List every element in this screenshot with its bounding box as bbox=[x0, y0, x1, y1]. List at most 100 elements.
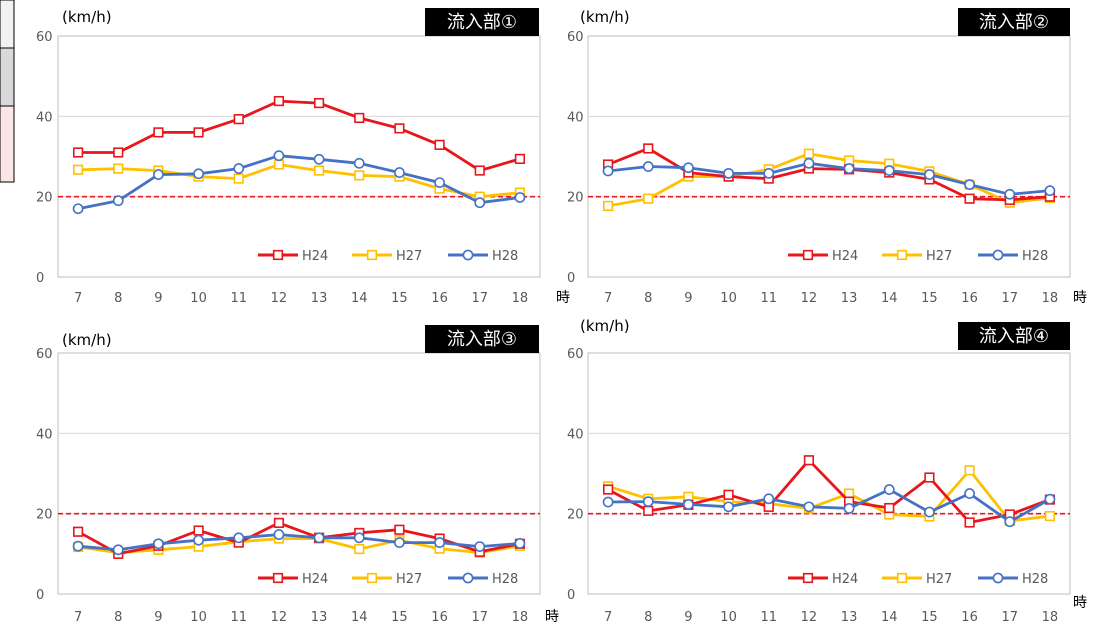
chart-panel-3: 02040607 8 9 10 11 12 13 14 15 16 17 18 時(km/h) 流入部③H… bbox=[36, 325, 559, 625]
x-tick-label-11: 11 bbox=[760, 291, 777, 306]
series-line-H27 bbox=[78, 165, 520, 197]
series-H24 bbox=[604, 144, 1054, 204]
data-point-H28-10 bbox=[194, 169, 203, 178]
data-point-H28-7 bbox=[603, 166, 612, 175]
x-tick-label-7: 7 bbox=[74, 291, 82, 306]
table-cell-middle bbox=[0, 48, 14, 106]
x-tick-label-13: 13 bbox=[841, 291, 858, 306]
data-point-H28-18 bbox=[1045, 495, 1054, 504]
x-tick-label-8: 8 bbox=[644, 291, 652, 306]
data-point-H27-12 bbox=[805, 149, 814, 158]
chart-panel-2: 02040607 8 9 10 11 12 13 14 15 16 17 18 時(km/h) 流入部②H… bbox=[567, 8, 1087, 306]
x-tick-label-15: 15 bbox=[921, 610, 938, 625]
data-point-H28-18 bbox=[1045, 186, 1054, 195]
chart-title: 流入部④ bbox=[979, 326, 1049, 347]
data-point-H28-16 bbox=[965, 180, 974, 189]
x-tick-label-17: 17 bbox=[471, 610, 488, 625]
data-point-H28-11 bbox=[764, 494, 773, 503]
legend-label-H27: H27 bbox=[926, 572, 952, 587]
series-H24 bbox=[74, 97, 524, 175]
data-point-H28-15 bbox=[395, 168, 404, 177]
x-tick-label-18: 18 bbox=[512, 610, 529, 625]
data-point-H28-14 bbox=[355, 533, 364, 542]
x-tick-label-17: 17 bbox=[471, 291, 488, 306]
legend-label-H24: H24 bbox=[302, 572, 328, 587]
data-point-H28-10 bbox=[724, 169, 733, 178]
legend-marker-H24 bbox=[274, 251, 283, 260]
legend-label-H24: H24 bbox=[832, 249, 858, 264]
data-point-H24-15 bbox=[395, 124, 404, 133]
legend-marker-H24 bbox=[804, 251, 813, 260]
x-tick-label-7: 7 bbox=[604, 610, 612, 625]
x-axis-unit: 時 bbox=[556, 290, 570, 306]
legend-label-H28: H28 bbox=[1022, 572, 1048, 587]
data-point-H24-12 bbox=[805, 456, 814, 465]
x-tick-label-9: 9 bbox=[154, 610, 162, 625]
data-point-H28-15 bbox=[925, 507, 934, 516]
table-cell-top bbox=[0, 0, 14, 48]
data-point-H28-8 bbox=[114, 545, 123, 554]
x-axis-unit: 時 bbox=[1073, 290, 1087, 306]
x-tick-label-12: 12 bbox=[801, 291, 818, 306]
y-tick-label-60: 60 bbox=[36, 30, 53, 45]
series-H27 bbox=[604, 466, 1054, 525]
plot-area-border bbox=[588, 353, 1070, 594]
x-tick-label-12: 12 bbox=[271, 610, 288, 625]
x-tick-label-11: 11 bbox=[230, 291, 247, 306]
data-point-H28-17 bbox=[1005, 190, 1014, 199]
data-point-H24-8 bbox=[114, 148, 123, 157]
data-point-H28-10 bbox=[724, 502, 733, 511]
x-tick-label-9: 9 bbox=[684, 291, 692, 306]
chart-title: 流入部② bbox=[979, 12, 1049, 33]
legend: H24 H27 H28 bbox=[258, 249, 518, 264]
series-line-H24 bbox=[78, 101, 520, 171]
data-point-H27-14 bbox=[355, 171, 364, 180]
x-tick-label-7: 7 bbox=[604, 291, 612, 306]
data-point-H28-12 bbox=[804, 159, 813, 168]
data-point-H28-17 bbox=[475, 198, 484, 207]
legend-marker-H28 bbox=[463, 573, 472, 582]
legend-label-H24: H24 bbox=[302, 249, 328, 264]
legend-marker-H27 bbox=[898, 574, 907, 583]
data-point-H27-7 bbox=[74, 165, 83, 174]
data-point-H24-14 bbox=[355, 114, 364, 123]
data-point-H28-9 bbox=[684, 163, 693, 172]
data-point-H27-11 bbox=[234, 174, 243, 183]
data-point-H24-14 bbox=[885, 504, 894, 513]
series-line-H28 bbox=[78, 156, 520, 209]
legend-label-H28: H28 bbox=[492, 572, 518, 587]
data-point-H28-14 bbox=[885, 166, 894, 175]
x-tick-label-10: 10 bbox=[720, 610, 737, 625]
data-point-H24-11 bbox=[234, 115, 243, 124]
y-tick-label-20: 20 bbox=[36, 191, 53, 206]
legend-marker-H28 bbox=[993, 573, 1002, 582]
x-tick-label-15: 15 bbox=[391, 291, 408, 306]
data-point-H24-15 bbox=[395, 525, 404, 534]
y-tick-label-60: 60 bbox=[567, 347, 584, 362]
x-tick-label-10: 10 bbox=[720, 291, 737, 306]
data-point-H24-16 bbox=[435, 141, 444, 150]
data-point-H24-12 bbox=[275, 97, 284, 106]
data-point-H28-9 bbox=[154, 539, 163, 548]
data-point-H28-11 bbox=[234, 164, 243, 173]
data-point-H27-16 bbox=[965, 466, 974, 475]
legend-marker-H24 bbox=[274, 574, 283, 583]
x-tick-label-15: 15 bbox=[391, 610, 408, 625]
data-point-H28-15 bbox=[395, 538, 404, 547]
x-tick-label-9: 9 bbox=[154, 291, 162, 306]
data-point-H28-8 bbox=[644, 497, 653, 506]
x-tick-label-16: 16 bbox=[961, 291, 978, 306]
data-point-H28-7 bbox=[73, 204, 82, 213]
data-point-H28-8 bbox=[644, 162, 653, 171]
x-tick-label-11: 11 bbox=[230, 610, 247, 625]
y-tick-label-0: 0 bbox=[36, 588, 44, 603]
x-tick-label-8: 8 bbox=[644, 610, 652, 625]
x-tick-label-12: 12 bbox=[801, 610, 818, 625]
data-point-H28-13 bbox=[844, 504, 853, 513]
series-H28 bbox=[73, 151, 524, 213]
x-tick-label-11: 11 bbox=[760, 610, 777, 625]
data-point-H24-13 bbox=[315, 99, 324, 108]
chart-panel-1: 0 20 40 60 7 8 9 10 11 12 13 14 15 16 17 18 時 (km/h) 流入部① H… bbox=[36, 8, 570, 306]
data-point-H28-16 bbox=[435, 178, 444, 187]
